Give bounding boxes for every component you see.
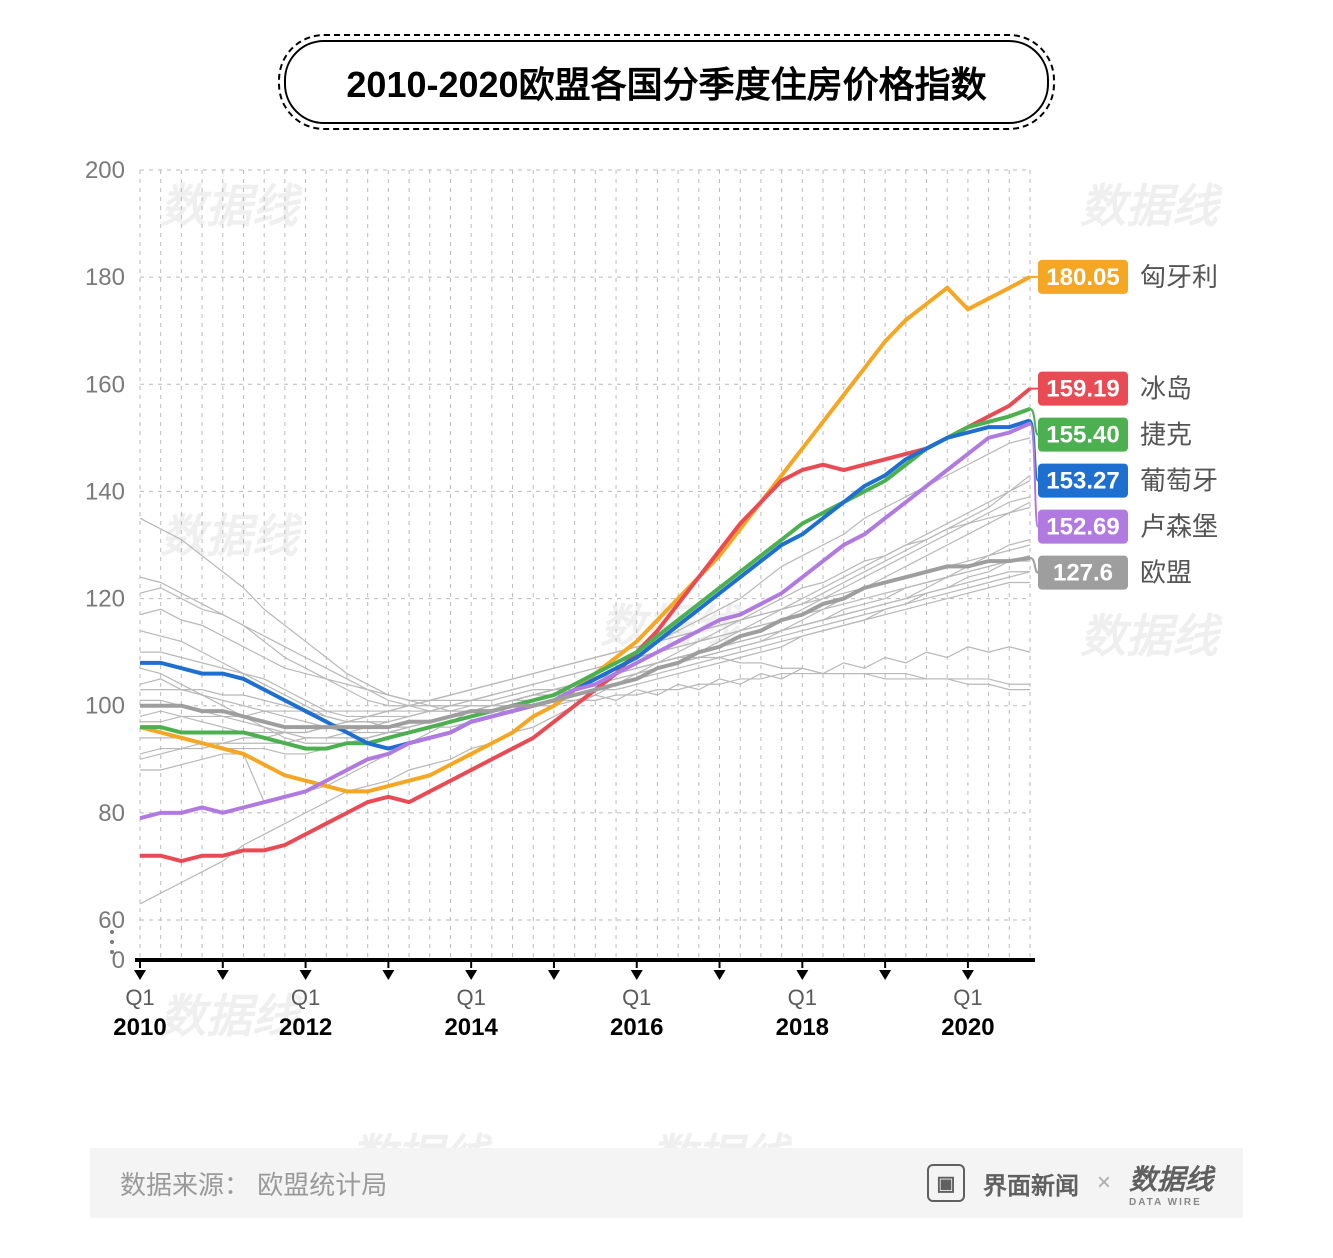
chart-title: 2010-2020欧盟各国分季度住房价格指数 <box>284 40 1048 124</box>
svg-text:葡萄牙: 葡萄牙 <box>1140 466 1218 496</box>
svg-text:60: 60 <box>98 907 125 934</box>
svg-text:153.27: 153.27 <box>1046 468 1119 495</box>
brand-sep: × <box>1097 1169 1111 1197</box>
source-value: 欧盟统计局 <box>257 1170 387 1200</box>
svg-text:2016: 2016 <box>610 1014 663 1041</box>
line-chart: 06080100120140160180200Q12010Q12012Q1201… <box>60 150 1260 1080</box>
svg-text:Q1: Q1 <box>456 985 485 1010</box>
footer-bar: 数据来源： 欧盟统计局 ▣ 界面新闻 × 数据线 DATA WIRE <box>90 1148 1243 1218</box>
svg-text:2014: 2014 <box>444 1014 498 1041</box>
brand1-label: 界面新闻 <box>983 1166 1079 1201</box>
svg-text:匈牙利: 匈牙利 <box>1140 262 1218 292</box>
svg-text:180.05: 180.05 <box>1046 264 1119 291</box>
page: 2010-2020欧盟各国分季度住房价格指数 数据线 数据线 数据线 数据线 数… <box>0 0 1333 1258</box>
brand1-icon: ▣ <box>927 1164 965 1202</box>
svg-text:152.69: 152.69 <box>1046 514 1119 541</box>
svg-text:155.40: 155.40 <box>1046 422 1119 449</box>
svg-text:140: 140 <box>85 478 125 505</box>
svg-text:Q1: Q1 <box>125 985 154 1010</box>
svg-text:2010: 2010 <box>113 1014 166 1041</box>
svg-text:Q1: Q1 <box>622 985 651 1010</box>
svg-text:Q1: Q1 <box>788 985 817 1010</box>
svg-text:2012: 2012 <box>279 1014 332 1041</box>
brand2-text: 数据线 <box>1129 1164 1213 1195</box>
svg-text:2020: 2020 <box>941 1014 994 1041</box>
svg-text:180: 180 <box>85 264 125 291</box>
svg-text:80: 80 <box>98 800 125 827</box>
svg-text:127.6: 127.6 <box>1053 560 1113 587</box>
source-text: 数据来源： 欧盟统计局 <box>120 1165 927 1202</box>
svg-text:Q1: Q1 <box>953 985 982 1010</box>
svg-text:100: 100 <box>85 693 125 720</box>
footer-brands: ▣ 界面新闻 × 数据线 DATA WIRE <box>927 1158 1213 1208</box>
svg-text:200: 200 <box>85 157 125 184</box>
source-label: 数据来源： <box>120 1170 250 1200</box>
svg-text:160: 160 <box>85 371 125 398</box>
brand2-sub: DATA WIRE <box>1129 1198 1213 1208</box>
svg-text:冰岛: 冰岛 <box>1140 374 1192 404</box>
svg-text:捷克: 捷克 <box>1140 420 1192 450</box>
svg-text:2018: 2018 <box>776 1014 829 1041</box>
brand2-label: 数据线 DATA WIRE <box>1129 1158 1213 1208</box>
svg-text:Q1: Q1 <box>291 985 320 1010</box>
svg-text:欧盟: 欧盟 <box>1140 558 1192 588</box>
title-wrap: 2010-2020欧盟各国分季度住房价格指数 <box>0 40 1333 124</box>
svg-text:159.19: 159.19 <box>1046 376 1119 403</box>
svg-text:120: 120 <box>85 586 125 613</box>
svg-text:卢森堡: 卢森堡 <box>1140 512 1218 542</box>
